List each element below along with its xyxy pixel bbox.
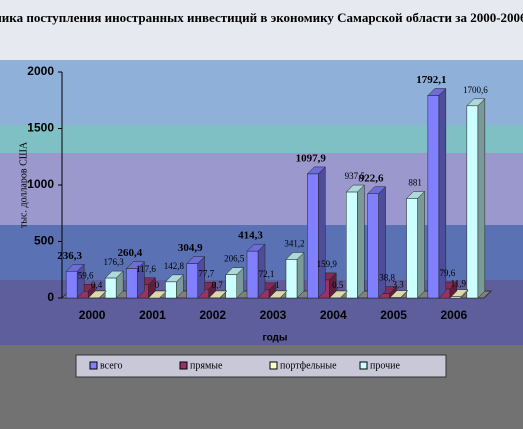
value-label: 59,6 (78, 270, 94, 280)
legend-swatch (89, 361, 98, 370)
value-label: 0,4 (91, 280, 103, 290)
value-label: 1700,6 (463, 85, 488, 95)
value-label: 159,9 (317, 259, 338, 269)
value-label: 0,7 (212, 280, 224, 290)
bar (165, 281, 177, 299)
legend-label: прочие (370, 360, 400, 371)
value-label: 414,3 (238, 230, 263, 242)
bar (246, 250, 259, 299)
bar (186, 263, 198, 299)
bar-side (296, 251, 305, 299)
y-tick-label: 1500 (27, 121, 54, 135)
y-tick-label: 0 (47, 290, 54, 304)
value-label: 11,9 (451, 279, 467, 289)
value-label: 922,6 (359, 172, 384, 184)
value-label: 1097,9 (296, 152, 327, 164)
x-tick-label: 2001 (139, 308, 166, 322)
value-label: 341,2 (284, 239, 304, 249)
bar (427, 95, 440, 299)
bar (367, 193, 379, 299)
value-label: 1792,1 (416, 74, 446, 86)
x-tick-label: 2000 (79, 308, 106, 322)
value-label: 38,8 (379, 273, 395, 283)
bar (449, 296, 462, 299)
value-label: 3,3 (392, 280, 404, 290)
x-axis-label: годы (263, 333, 288, 344)
bar-side (318, 166, 326, 299)
x-tick-label: 2006 (441, 308, 468, 322)
bar (104, 277, 117, 299)
x-tick-label: 2004 (320, 308, 347, 322)
y-tick-label: 2000 (27, 64, 54, 78)
bar (406, 198, 418, 299)
bg (0, 0, 523, 60)
value-label: 260,4 (118, 247, 143, 259)
bar-side (477, 98, 486, 299)
value-label: 1 (275, 280, 280, 290)
value-label: 72,1 (259, 269, 275, 279)
legend-label: портфельные (280, 360, 337, 371)
y-tick-label: 500 (34, 234, 54, 248)
value-label: 117,6 (136, 264, 156, 274)
legend-label: прямые (190, 360, 223, 371)
value-label: 236,3 (57, 250, 82, 262)
bar-side (438, 87, 447, 299)
value-label: 881 (408, 178, 422, 188)
value-label: 206,5 (224, 254, 245, 264)
y-tick-label: 1000 (27, 177, 54, 191)
value-label: 79,6 (439, 268, 455, 278)
bar (285, 259, 298, 299)
legend (75, 354, 447, 378)
bar-side (417, 190, 425, 299)
bar (346, 191, 358, 299)
legend-swatch (269, 361, 278, 370)
bar (466, 105, 479, 299)
value-label: 176,3 (104, 257, 125, 267)
chart-title: Динамика поступления иностранных инвести… (0, 10, 523, 25)
value-label: 142,8 (164, 261, 185, 271)
value-label: 937,5 (345, 171, 366, 181)
legend-swatch (359, 361, 368, 370)
value-label: 0,5 (332, 280, 344, 290)
bar (225, 274, 237, 299)
bar (126, 268, 138, 299)
legend-swatch (179, 361, 188, 370)
value-label: 304,9 (178, 242, 203, 254)
x-tick-label: 2005 (380, 308, 407, 322)
x-tick-label: 2003 (260, 308, 287, 322)
bar (307, 173, 319, 299)
legend-label: всего (100, 360, 123, 371)
value-label: 77,7 (198, 268, 214, 278)
y-axis-label: тыс. долларов США (18, 141, 29, 228)
x-tick-label: 2002 (199, 308, 226, 322)
bar-side (357, 184, 365, 299)
bar (65, 271, 78, 299)
value-label: 0 (155, 280, 160, 290)
